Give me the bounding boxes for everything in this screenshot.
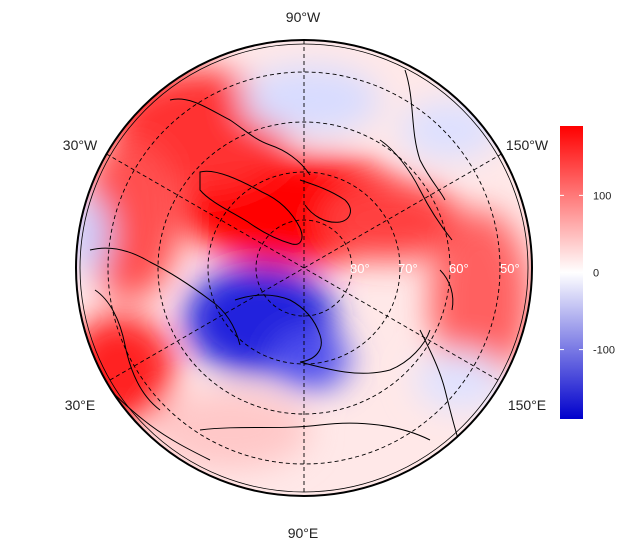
lat-label-70: 70° xyxy=(398,261,418,276)
greenland-coast xyxy=(199,170,303,245)
negative-anomaly-southeast xyxy=(415,350,505,410)
lon-label-30e: 30°E xyxy=(65,397,96,413)
anomaly-field xyxy=(76,40,532,496)
colorbar-tick-label: 100 xyxy=(593,190,611,202)
colorbar-ticks: 100 0 -100 xyxy=(560,190,615,357)
lon-label-150e: 150°E xyxy=(508,397,546,413)
asia-interior-coast xyxy=(199,422,431,441)
bering-coast xyxy=(439,269,454,311)
positive-anomaly-pacific xyxy=(430,210,530,390)
graticule xyxy=(106,40,502,496)
lon-label-90w: 90°W xyxy=(286,9,321,25)
parallel-80 xyxy=(255,219,353,317)
north-america-coast xyxy=(169,98,311,176)
parallel-60 xyxy=(157,121,451,415)
meridian-150w-30e xyxy=(106,153,502,383)
lon-label-150w: 150°W xyxy=(506,137,549,153)
europe-coast xyxy=(89,247,241,346)
positive-anomaly-south xyxy=(150,390,310,470)
lat-label-80: 80° xyxy=(350,261,370,276)
alaska-coast xyxy=(379,139,453,241)
arctic-islands xyxy=(299,179,351,223)
coastlines xyxy=(89,69,461,461)
map-inner-border xyxy=(79,43,529,493)
pacific-coast xyxy=(404,69,446,201)
lon-label-90e: 90°E xyxy=(288,525,319,541)
negative-anomaly-north xyxy=(240,65,380,135)
lat-label-60: 60° xyxy=(449,261,469,276)
east-siberia-coast xyxy=(299,329,431,374)
parallel-50 xyxy=(107,71,501,465)
meridian-30w-150e xyxy=(106,153,502,383)
colorbar-tick-label: -100 xyxy=(593,345,615,357)
scandinavia-coast xyxy=(94,289,161,411)
map-border xyxy=(75,39,533,497)
lon-label-30w: 30°W xyxy=(63,137,98,153)
lat-label-50: 50° xyxy=(500,261,520,276)
colorbar-tick-label: 0 xyxy=(593,268,599,280)
colorbar: 100 0 -100 xyxy=(560,126,615,419)
kamchatka-coast xyxy=(419,329,461,446)
colorbar-gradient xyxy=(560,126,583,419)
negative-anomaly-east xyxy=(270,330,350,390)
siberia-coast xyxy=(234,294,322,363)
positive-anomaly-arctic xyxy=(320,180,460,260)
